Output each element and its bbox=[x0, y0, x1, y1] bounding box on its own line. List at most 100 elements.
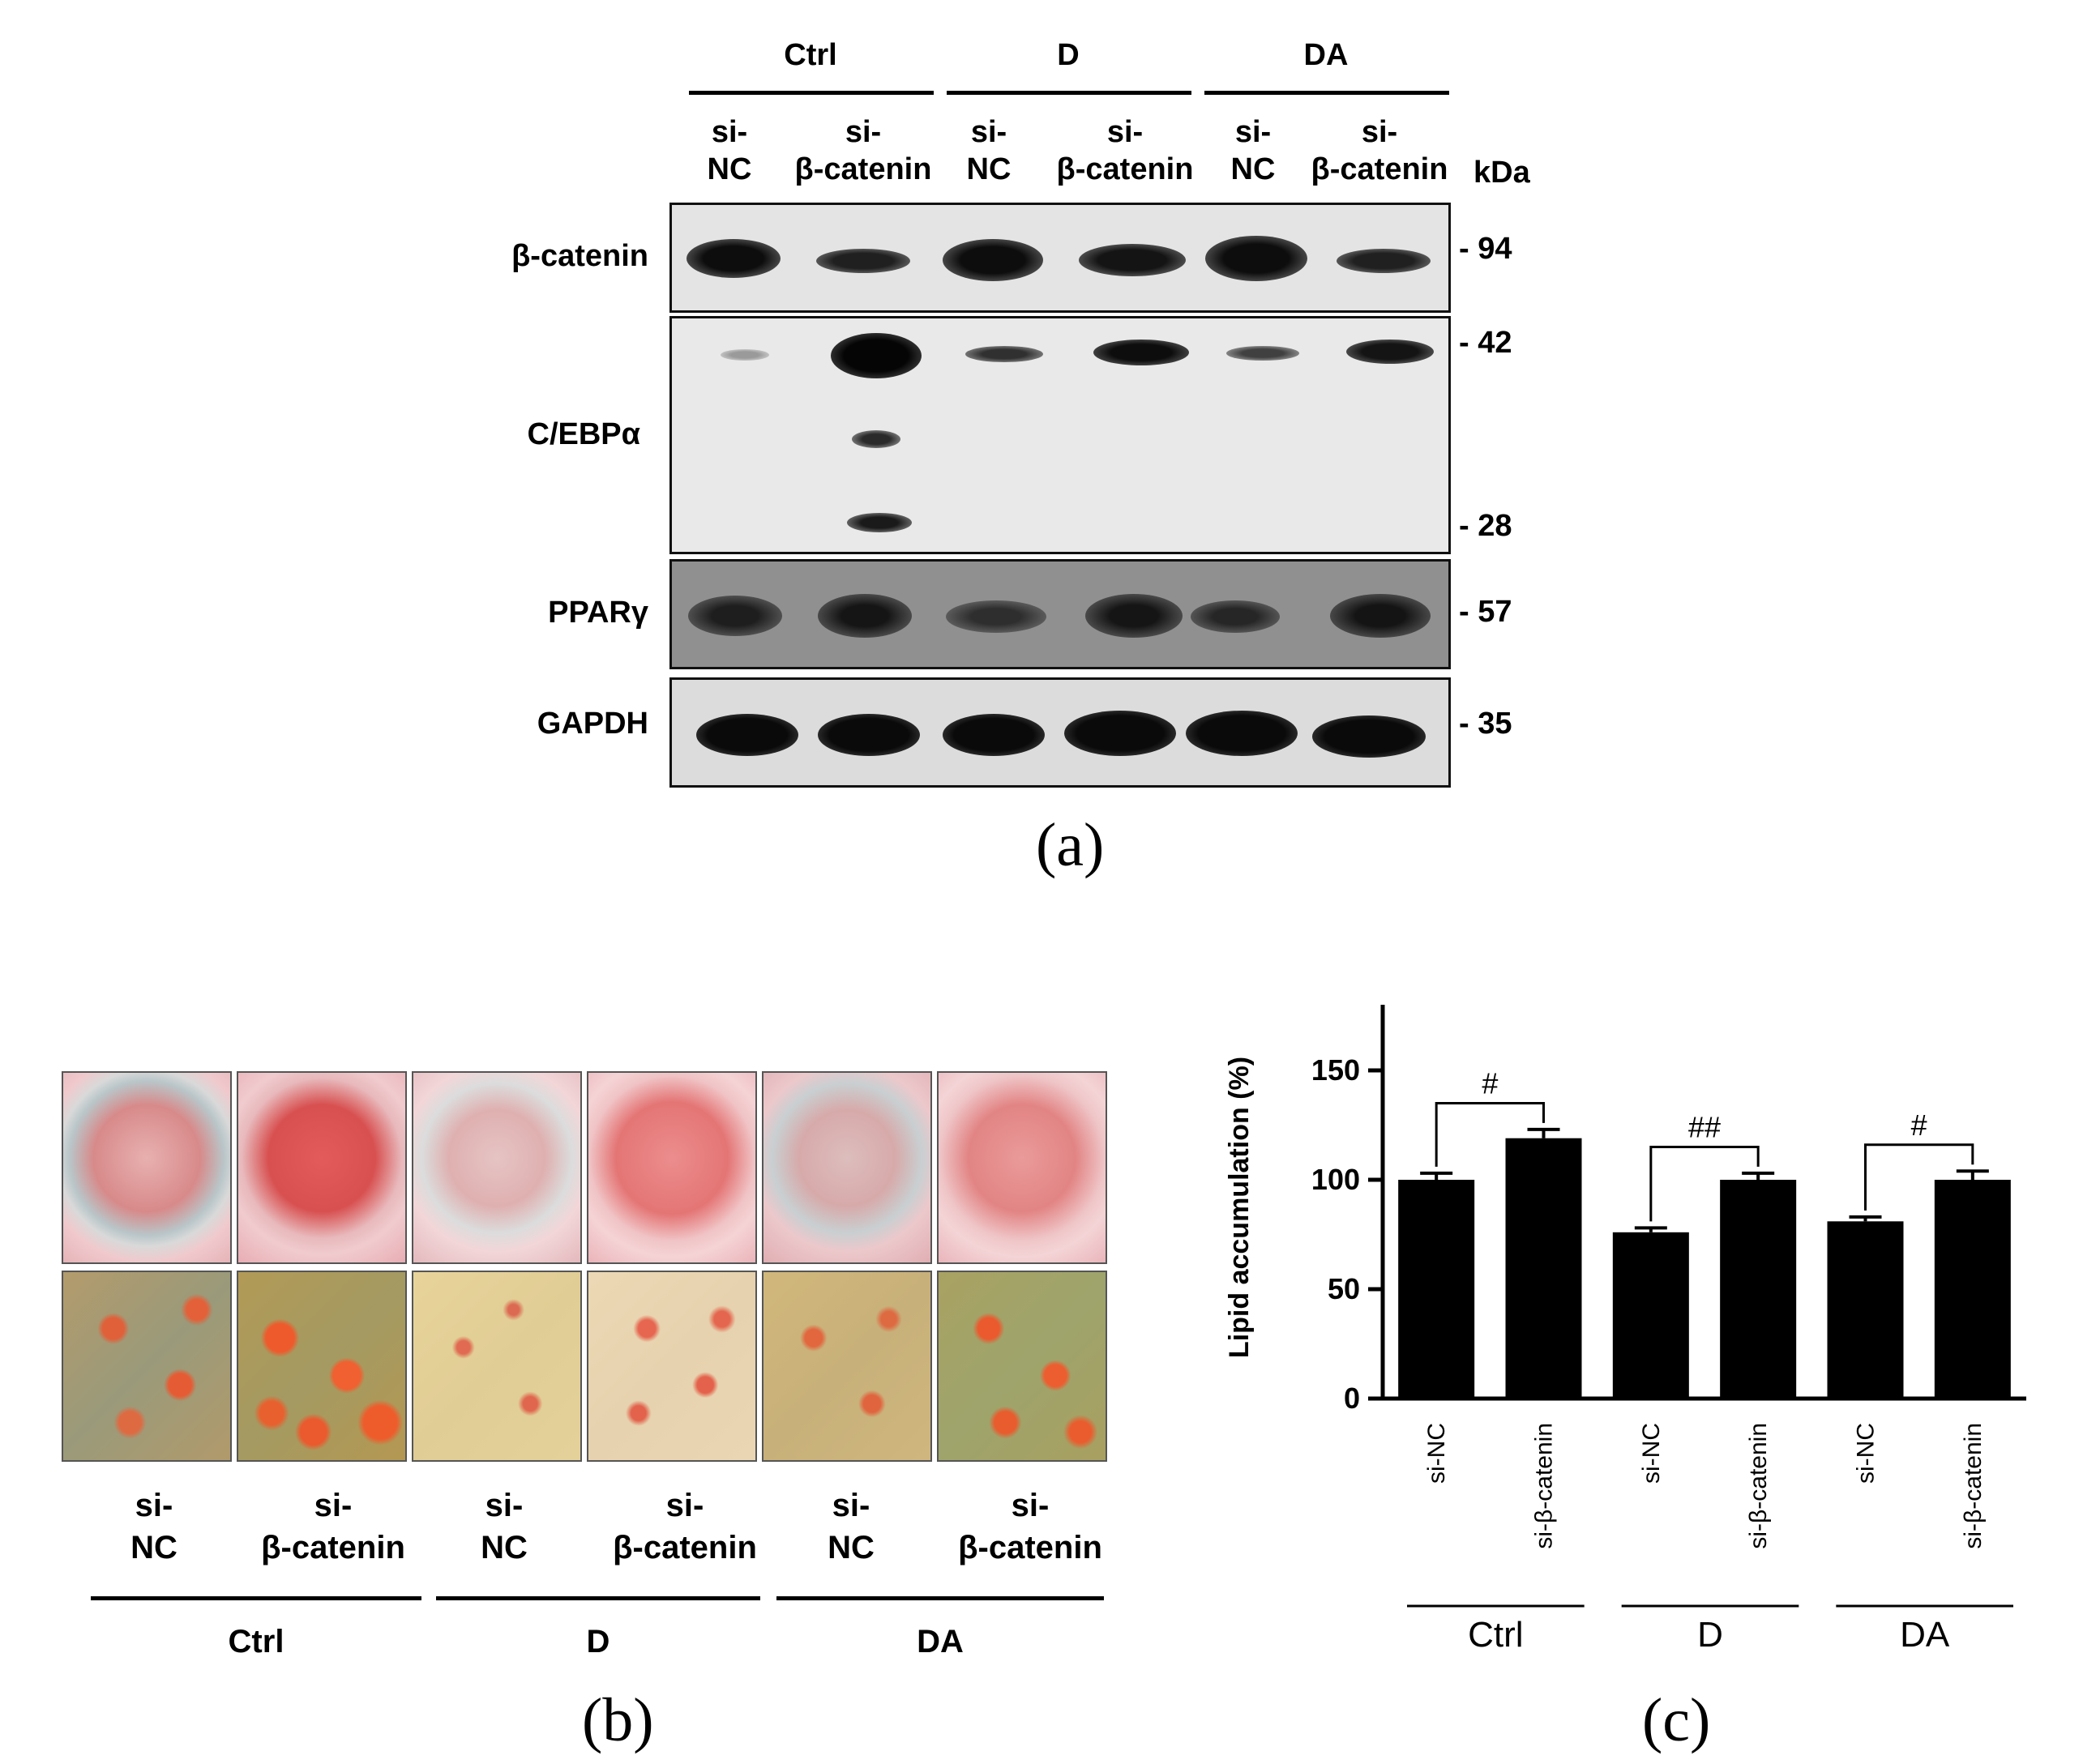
band bbox=[1312, 715, 1426, 758]
group-label-d: D bbox=[586, 1624, 610, 1659]
y-tick-label: 0 bbox=[1344, 1382, 1360, 1415]
blot-label-beta-catenin: β-catenin bbox=[511, 239, 648, 273]
micro-image-ctrl-si-beta-catenin bbox=[237, 1271, 407, 1462]
band bbox=[965, 346, 1043, 362]
micro-image-d-si-beta-catenin bbox=[587, 1271, 757, 1462]
lane-label: si- NC bbox=[1230, 115, 1276, 186]
band bbox=[943, 239, 1043, 281]
group-label-d: D bbox=[1057, 38, 1080, 72]
bar bbox=[1505, 1138, 1582, 1399]
marker-42: - 42 bbox=[1459, 326, 1512, 360]
x-tick-label: si-NC bbox=[1423, 1423, 1450, 1484]
kda-header: kDa bbox=[1473, 156, 1530, 190]
marker-57: - 57 bbox=[1459, 595, 1512, 629]
y-tick-label: 50 bbox=[1328, 1272, 1360, 1305]
bar bbox=[1827, 1221, 1904, 1399]
band bbox=[1330, 594, 1431, 638]
band bbox=[1337, 249, 1431, 273]
bar bbox=[1612, 1232, 1689, 1399]
group-underline-d bbox=[436, 1596, 760, 1600]
group-label-da: DA bbox=[1303, 38, 1349, 72]
band bbox=[1085, 594, 1183, 638]
band bbox=[831, 333, 922, 378]
band bbox=[943, 714, 1045, 756]
marker-28: - 28 bbox=[1459, 509, 1512, 543]
lane-label: si-β-catenin bbox=[261, 1488, 405, 1565]
group-label-ctrl: Ctrl bbox=[784, 38, 837, 72]
caption-b: (b) bbox=[582, 1686, 654, 1754]
group-label: Ctrl bbox=[1468, 1615, 1523, 1655]
group-label: D bbox=[1697, 1615, 1723, 1655]
band bbox=[852, 430, 900, 448]
group-label-da: DA bbox=[917, 1624, 964, 1659]
lane-label: si- NC bbox=[130, 1488, 178, 1565]
lane-label: si- NC bbox=[481, 1488, 528, 1565]
well-image-ctrl-si-nc bbox=[62, 1071, 232, 1264]
well-image-da-si-beta-catenin bbox=[937, 1071, 1107, 1264]
caption-c: (c) bbox=[1642, 1686, 1711, 1754]
band bbox=[1191, 600, 1280, 633]
significance-marker: # bbox=[1911, 1108, 1927, 1142]
blot-ppar-gamma bbox=[669, 559, 1451, 669]
lane-label: si-β-catenin bbox=[1311, 115, 1448, 186]
group-underline-da bbox=[1204, 91, 1449, 95]
band bbox=[696, 714, 798, 756]
x-tick-label: si-β-catenin bbox=[1531, 1423, 1558, 1549]
band bbox=[721, 349, 769, 361]
band bbox=[847, 513, 912, 532]
lane-label: si-β-catenin bbox=[613, 1488, 757, 1565]
well-image-da-si-nc bbox=[762, 1071, 932, 1264]
band bbox=[818, 594, 912, 638]
significance-marker: ## bbox=[1688, 1111, 1721, 1144]
band bbox=[688, 596, 782, 636]
bar bbox=[1398, 1180, 1475, 1399]
group-underline-da bbox=[776, 1596, 1104, 1600]
band bbox=[1186, 711, 1298, 756]
micro-image-ctrl-si-nc bbox=[62, 1271, 232, 1462]
well-image-d-si-nc bbox=[412, 1071, 582, 1264]
blot-label-cebpa: C/EBPα bbox=[527, 417, 641, 451]
significance-bracket bbox=[1435, 1102, 1545, 1167]
significance-bracket bbox=[1649, 1146, 1760, 1222]
x-tick-label: si-β-catenin bbox=[1745, 1423, 1772, 1549]
lane-label: si- NC bbox=[707, 115, 752, 186]
blot-cebpa bbox=[669, 316, 1451, 554]
x-tick-label: si-β-catenin bbox=[1960, 1423, 1987, 1549]
lane-label: si- NC bbox=[828, 1488, 875, 1565]
marker-94: - 94 bbox=[1459, 232, 1512, 266]
blot-label-gapdh: GAPDH bbox=[537, 707, 648, 741]
bar bbox=[1720, 1180, 1797, 1399]
bar bbox=[1934, 1180, 2011, 1399]
well-image-d-si-beta-catenin bbox=[587, 1071, 757, 1264]
band bbox=[946, 600, 1046, 633]
group-label: DA bbox=[1900, 1615, 1950, 1655]
blot-gapdh bbox=[669, 677, 1451, 788]
band bbox=[686, 239, 781, 278]
lane-label: si-β-catenin bbox=[958, 1488, 1102, 1565]
group-underline-ctrl bbox=[91, 1596, 421, 1600]
band bbox=[818, 714, 920, 756]
lane-label: si-β-catenin bbox=[794, 115, 932, 186]
bar-chart-lipid-accumulation: Lipid accumulation (%) 0 50 100 150 si-NC si-… bbox=[1224, 1005, 2026, 1655]
significance-bracket bbox=[1864, 1143, 1974, 1211]
band bbox=[816, 249, 910, 273]
blot-beta-catenin bbox=[669, 203, 1451, 313]
lane-label: si- NC bbox=[966, 115, 1012, 186]
blot-label-ppar-gamma: PPARγ bbox=[548, 596, 648, 630]
y-tick-label: 100 bbox=[1311, 1163, 1360, 1196]
group-underline-d bbox=[947, 91, 1191, 95]
group-label-ctrl: Ctrl bbox=[228, 1624, 284, 1659]
micro-image-da-si-beta-catenin bbox=[937, 1271, 1107, 1462]
well-image-ctrl-si-beta-catenin bbox=[237, 1071, 407, 1264]
band bbox=[1346, 340, 1434, 364]
band bbox=[1093, 340, 1189, 365]
band bbox=[1079, 244, 1186, 276]
x-tick-label: si-NC bbox=[1638, 1423, 1665, 1484]
x-tick-label: si-NC bbox=[1853, 1423, 1880, 1484]
micro-image-d-si-nc bbox=[412, 1271, 582, 1462]
lane-label: si-β-catenin bbox=[1056, 115, 1194, 186]
y-tick-label: 150 bbox=[1311, 1053, 1360, 1087]
band bbox=[1205, 236, 1307, 281]
caption-a: (a) bbox=[1036, 811, 1105, 879]
marker-35: - 35 bbox=[1459, 707, 1512, 741]
